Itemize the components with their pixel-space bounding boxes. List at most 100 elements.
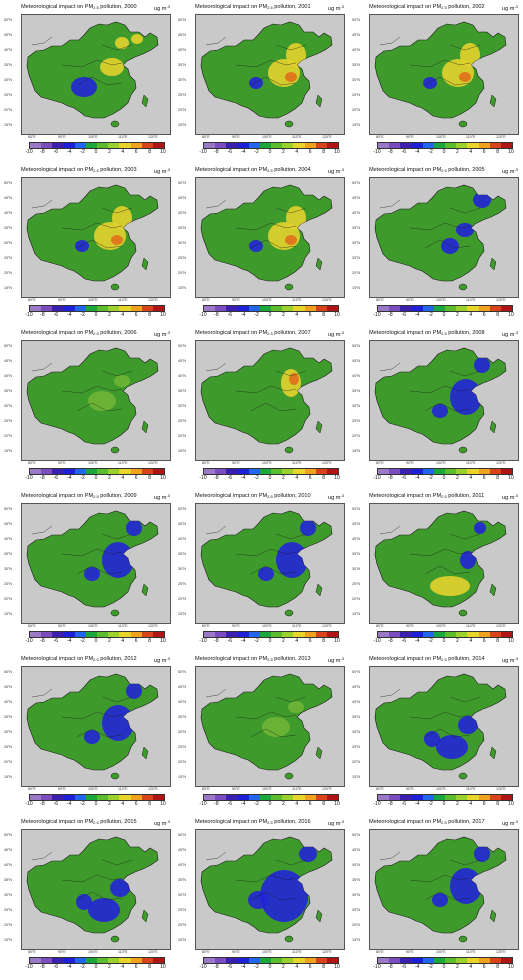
panel-title: Meteorological impact on PM2.5 pollution…: [21, 656, 137, 662]
colorbar-swatch: [41, 469, 53, 474]
panel-year: 2006: [124, 330, 137, 336]
colorbar-swatch: [500, 469, 513, 474]
colorbar-swatch: [467, 469, 479, 474]
latitude-label: 45°N: [4, 359, 13, 363]
longitude-label: 100°E: [88, 298, 98, 302]
colorbar-swatch: [422, 306, 434, 311]
colorbar-tick-label: -6: [401, 964, 407, 970]
colorbar-tick-label: -2: [428, 801, 433, 807]
colorbar-ticks: -10 -8 -6 -4 -2 0 2 4 6 8 10: [24, 475, 168, 482]
colorbar-swatch: [478, 632, 490, 637]
longitude-label: 80°E: [202, 950, 210, 954]
latitude-label: 25°N: [4, 256, 13, 260]
colorbar-swatch: [445, 143, 457, 148]
map-area: [195, 829, 345, 950]
longitude-label: 120°E: [496, 298, 506, 302]
latitude-label: 50°N: [352, 507, 361, 511]
colorbar-ticks: -10 -8 -6 -4 -2 0 2 4 6 8 10: [372, 964, 516, 971]
colorbar-tick-label: 8: [148, 149, 151, 155]
longitude-label: 80°E: [376, 461, 384, 465]
colorbar-swatch: [259, 632, 272, 637]
map-area: [195, 14, 345, 135]
colorbar-swatch: [97, 958, 109, 963]
colorbar: [377, 142, 513, 149]
longitude-label: 110°E: [292, 461, 302, 465]
longitude-label: 100°E: [262, 950, 272, 954]
colorbar-swatch: [215, 632, 227, 637]
colorbar-swatch: [389, 143, 401, 148]
map-panel-2000: Meteorological impact on PM2.5 pollution…: [2, 2, 172, 160]
colorbar-tick-label: 4: [121, 801, 125, 807]
panel-year: 2002: [472, 4, 485, 10]
colorbar-swatch: [400, 632, 412, 637]
latitude-label: 35°N: [4, 63, 13, 67]
map-area: [21, 503, 171, 624]
panel-unit: ug m-3: [154, 493, 170, 501]
colorbar-swatch: [119, 958, 131, 963]
colorbar-swatch: [271, 143, 283, 148]
panel-year: 2008: [472, 330, 485, 336]
colorbar-tick-label: -6: [227, 964, 233, 970]
colorbar-tick-label: -2: [428, 149, 433, 155]
latitude-label: 25°N: [352, 908, 361, 912]
panel-unit: ug m-3: [502, 330, 518, 338]
longitude-label: 90°E: [232, 787, 240, 791]
colorbar-tick-label: -4: [414, 638, 420, 644]
colorbar-swatch: [237, 632, 249, 637]
colorbar-tick-label: 8: [496, 149, 499, 155]
colorbar-tick-label: 0: [94, 475, 98, 481]
panel-title: Meteorological impact on PM2.5 pollution…: [369, 4, 485, 10]
longitude-label: 110°E: [466, 461, 476, 465]
longitude-label: 110°E: [292, 787, 302, 791]
panel-unit: ug m-3: [502, 4, 518, 12]
map-panel-2007: Meteorological impact on PM2.5 pollution…: [176, 328, 346, 486]
colorbar-swatch: [97, 469, 109, 474]
colorbar-tick-label: -6: [53, 475, 59, 481]
colorbar-tick-label: 8: [322, 475, 325, 481]
longitude-label: 90°E: [232, 461, 240, 465]
longitude-label: 90°E: [58, 950, 66, 954]
colorbar: [29, 794, 165, 801]
latitude-label: 35°N: [4, 878, 13, 882]
colorbar-swatch: [315, 306, 327, 311]
colorbar-swatch: [215, 795, 227, 800]
latitude-label: 40°N: [4, 374, 13, 378]
colorbar-swatch: [326, 143, 339, 148]
colorbar-swatch: [204, 469, 216, 474]
panel-year: 2016: [298, 819, 311, 825]
latitude-label: 30°N: [4, 893, 13, 897]
panel-year: 2005: [472, 167, 485, 173]
longitude-label: 100°E: [436, 624, 446, 628]
colorbar-swatch: [85, 306, 98, 311]
colorbar-ticks: -10 -8 -6 -4 -2 0 2 4 6 8 10: [198, 801, 342, 808]
latitude-label: 20°N: [4, 271, 13, 275]
latitude-label: 25°N: [352, 256, 361, 260]
colorbar-tick-label: 4: [469, 312, 473, 318]
latitude-label: 20°N: [352, 923, 361, 927]
colorbar-swatch: [456, 306, 468, 311]
map-panel-2015: Meteorological impact on PM2.5 pollution…: [2, 817, 172, 975]
colorbar-swatch: [204, 306, 216, 311]
latitude-label: 15°N: [352, 123, 361, 127]
longitude-label: 80°E: [376, 135, 384, 139]
panel-unit: ug m-3: [328, 330, 344, 338]
latitude-label: 40°N: [352, 211, 361, 215]
colorbar-tick-label: -2: [428, 638, 433, 644]
colorbar-swatch: [456, 958, 468, 963]
latitude-label: 20°N: [4, 434, 13, 438]
colorbar-swatch: [259, 469, 272, 474]
longitude-label: 80°E: [376, 298, 384, 302]
latitude-label: 20°N: [178, 271, 187, 275]
colorbar-swatch: [226, 306, 238, 311]
colorbar-swatch: [400, 306, 412, 311]
latitude-label: 45°N: [4, 33, 13, 37]
colorbar-tick-label: 4: [121, 312, 125, 318]
latitude-label: 20°N: [178, 434, 187, 438]
map-area: [195, 503, 345, 624]
map-area: [21, 666, 171, 787]
latitude-label: 35°N: [352, 389, 361, 393]
colorbar-tick-label: 4: [295, 801, 299, 807]
colorbar-swatch: [63, 632, 75, 637]
colorbar-tick-label: 6: [308, 312, 312, 318]
latitude-label: 30°N: [178, 78, 187, 82]
